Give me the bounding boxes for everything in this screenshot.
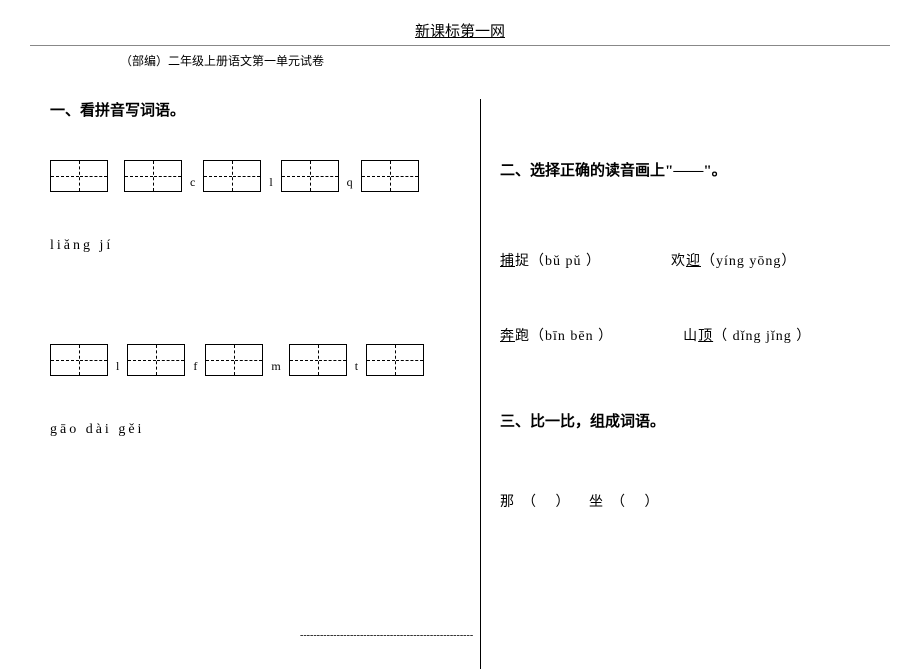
q2-item: 欢迎（yíng yōng） <box>671 250 796 270</box>
tianzi-box <box>124 160 182 192</box>
q3-line: 那（ ） 坐（ ） <box>500 491 920 511</box>
tianzi-box <box>50 344 108 376</box>
subtitle: （部编）二年级上册语文第一单元试卷 <box>30 52 890 69</box>
q2-item: 山顶（ dǐng jǐng ） <box>683 325 811 345</box>
tianzi-row-2: l f m t <box>50 344 460 376</box>
connector: q <box>347 175 353 190</box>
tianzi-row-1: c l q <box>50 160 460 192</box>
tianzi-box <box>205 344 263 376</box>
connector: m <box>271 359 280 374</box>
connector: t <box>355 359 358 374</box>
footer-dashes: ----------------------------------------… <box>300 630 473 641</box>
connector: f <box>193 359 197 374</box>
q2-item: 奔跑（bīn bēn ） <box>500 325 613 345</box>
tianzi-box <box>361 160 419 192</box>
tianzi-box <box>203 160 261 192</box>
connector: c <box>190 175 195 190</box>
content: 一、看拼音写词语。 c l q liǎng jí l f <box>30 99 890 639</box>
tianzi-box <box>281 160 339 192</box>
q2-item: 捕捉（bǔ pǔ ） <box>500 250 601 270</box>
q2-row-1: 捕捉（bǔ pǔ ） 欢迎（yíng yōng） <box>500 250 920 270</box>
connector: l <box>116 359 119 374</box>
tianzi-box <box>289 344 347 376</box>
page-root: 新课标第一网 （部编）二年级上册语文第一单元试卷 一、看拼音写词语。 c l q… <box>0 0 920 651</box>
page-header: 新课标第一网 <box>30 20 890 41</box>
column-divider <box>480 99 481 669</box>
q1-title: 一、看拼音写词语。 <box>50 99 460 120</box>
tianzi-box <box>50 160 108 192</box>
tianzi-box <box>366 344 424 376</box>
left-column: 一、看拼音写词语。 c l q liǎng jí l f <box>30 99 460 498</box>
pinyin-line-2: gāo dài gěi <box>50 422 460 438</box>
q2-row-2: 奔跑（bīn bēn ） 山顶（ dǐng jǐng ） <box>500 325 920 345</box>
tianzi-box <box>127 344 185 376</box>
connector: l <box>269 175 272 190</box>
header-rule <box>30 45 890 46</box>
pinyin-line-1: liǎng jí <box>50 238 460 254</box>
q3-title: 三、比一比，组成词语。 <box>500 410 920 431</box>
right-column: 二、选择正确的读音画上"——"。 捕捉（bǔ pǔ ） 欢迎（yíng yōng… <box>500 99 920 511</box>
q2-title: 二、选择正确的读音画上"——"。 <box>500 159 920 180</box>
